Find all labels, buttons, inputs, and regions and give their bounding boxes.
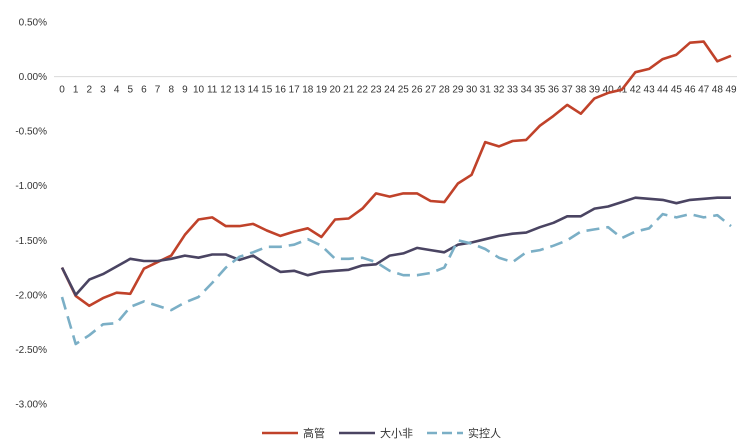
x-tick-label: 34 [521,85,533,96]
x-tick-label: 14 [248,85,260,96]
x-tick-label: 23 [370,85,382,96]
x-axis-labels: 0 1 2 3 4 5 6 7 8 9 10 11 12 13 14 15 16 17 18 19 20 21 22 23 24… [59,85,737,96]
y-tick-label: 0.00% [19,72,47,83]
legend: 高管 大小非 实控人 [262,426,501,440]
x-tick-label: 43 [644,85,656,96]
y-tick-label: -0.50% [15,127,47,138]
x-tick-label: 1 [73,85,79,96]
y-axis-labels: 0.50% 0.00% -0.50% -1.00% -1.50% -2.00% -2.50%… [15,18,47,411]
legend-label-3: 实控人 [468,426,501,440]
x-tick-label: 25 [398,85,410,96]
series-lines [60,40,732,346]
x-tick-label: 6 [141,85,147,96]
y-tick-label: 0.50% [19,18,47,29]
x-tick-label: 33 [507,85,519,96]
x-tick-label: 17 [289,85,301,96]
x-tick-label: 37 [562,85,574,96]
x-tick-label: 35 [534,85,546,96]
x-tick-label: 3 [100,85,106,96]
x-tick-label: 46 [684,85,696,96]
y-tick-label: -1.00% [15,181,47,192]
x-tick-label: 49 [725,85,737,96]
x-tick-label: 42 [630,85,642,96]
y-tick-label: -3.00% [15,400,47,411]
x-tick-label: 10 [193,85,205,96]
x-tick-label: 28 [439,85,451,96]
x-tick-label: 19 [316,85,328,96]
x-tick-label: 7 [155,85,161,96]
x-tick-label: 24 [384,85,396,96]
x-tick-label: 11 [207,85,218,96]
x-tick-label: 4 [114,85,120,96]
x-tick-label: 13 [234,85,246,96]
x-tick-label: 29 [452,85,464,96]
y-tick-label: -1.50% [15,236,47,247]
x-tick-label: 15 [261,85,273,96]
series-line-2 [60,196,731,297]
x-tick-label: 0 [59,85,65,96]
x-tick-label: 9 [182,85,188,96]
y-tick-label: -2.00% [15,290,47,301]
x-tick-label: 22 [357,85,369,96]
x-tick-label: 18 [302,85,314,96]
x-tick-label: 5 [127,85,133,96]
x-tick-label: 47 [698,85,710,96]
x-tick-label: 30 [466,85,478,96]
x-tick-label: 40 [603,85,615,96]
x-tick-label: 31 [480,85,492,96]
legend-label-2: 大小非 [380,426,413,440]
x-tick-label: 36 [548,85,560,96]
x-tick-label: 39 [589,85,601,96]
x-tick-label: 44 [657,85,669,96]
y-tick-label: -2.50% [15,345,47,356]
x-tick-label: 2 [87,85,93,96]
x-tick-label: 8 [168,85,174,96]
x-tick-label: 27 [425,85,437,96]
legend-label-1: 高管 [303,426,325,440]
x-tick-label: 12 [220,85,232,96]
x-tick-label: 32 [493,85,505,96]
x-tick-label: 48 [712,85,724,96]
x-tick-label: 16 [275,85,287,96]
x-tick-label: 45 [671,85,683,96]
x-tick-label: 20 [329,85,341,96]
series-line-3 [60,212,732,346]
x-tick-label: 26 [411,85,423,96]
x-tick-label: 21 [343,85,355,96]
series-line-1 [60,40,732,308]
x-tick-label: 38 [575,85,587,96]
